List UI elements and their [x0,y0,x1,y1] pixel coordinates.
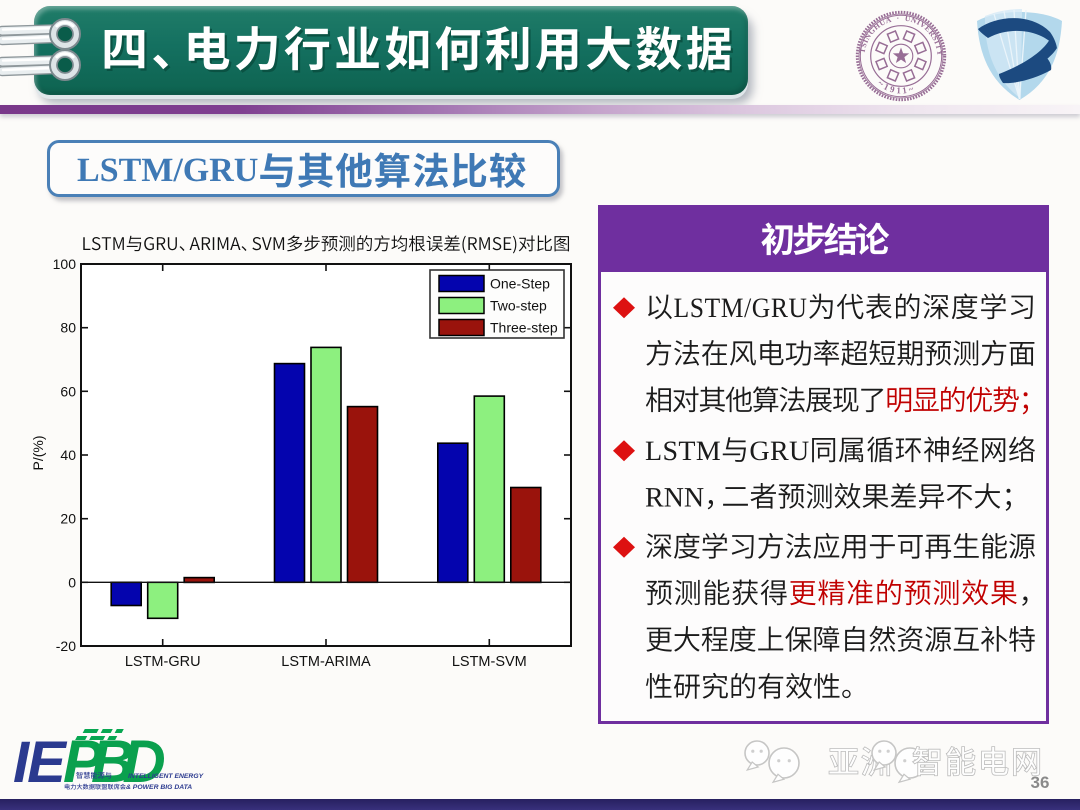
svg-text:36: 36 [1031,773,1050,792]
svg-text:P/(%): P/(%) [30,436,46,471]
svg-text:One-Step: One-Step [490,276,550,292]
svg-text:LSTM-ARIMA: LSTM-ARIMA [281,654,371,670]
svg-text:~1911~: ~1911~ [876,78,917,96]
svg-text:100: 100 [53,256,77,272]
svg-text:-20: -20 [56,638,76,654]
svg-text:Three-step: Three-step [490,320,558,336]
svg-text:LSTM-SVM: LSTM-SVM [452,654,527,670]
svg-text:60: 60 [60,383,76,399]
svg-text:LSTM-GRU: LSTM-GRU [125,654,201,670]
svg-text:& POWER BIG DATA: & POWER BIG DATA [126,784,192,791]
svg-text:IE: IE [13,730,68,795]
svg-text:40: 40 [60,447,76,463]
svg-text:0: 0 [68,574,76,590]
svg-text:Two-step: Two-step [490,298,547,314]
svg-text:80: 80 [60,320,76,336]
svg-text:INTELLIGENT ENERGY: INTELLIGENT ENERGY [128,773,205,780]
svg-text:20: 20 [60,511,76,527]
